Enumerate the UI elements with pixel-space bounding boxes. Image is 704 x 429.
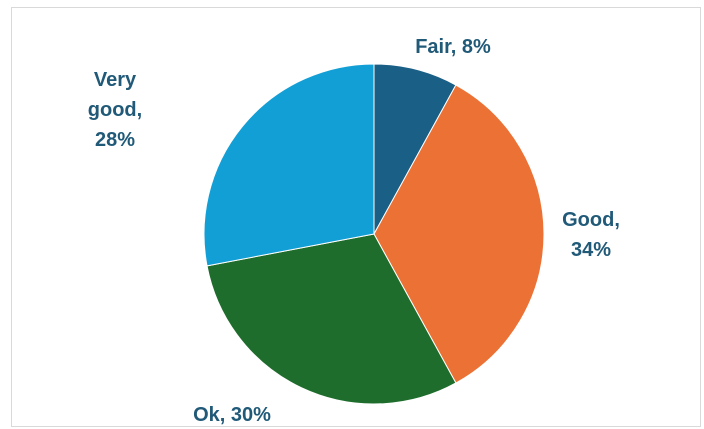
pie-data-labels: Fair, 8% Good, 34% Ok, 30% Very good, 28%: [88, 36, 620, 426]
pie-slices: [203, 63, 545, 405]
data-label-good: Good, 34%: [562, 209, 620, 261]
data-label-fair: Fair, 8%: [415, 36, 491, 58]
pie-slice-very-good: [203, 63, 375, 267]
data-label-very-good: Very good, 28%: [88, 69, 142, 151]
pie-slice-good: [373, 84, 545, 384]
data-label-ok: Ok, 30%: [193, 404, 271, 426]
pie-slice-ok: [206, 233, 457, 405]
